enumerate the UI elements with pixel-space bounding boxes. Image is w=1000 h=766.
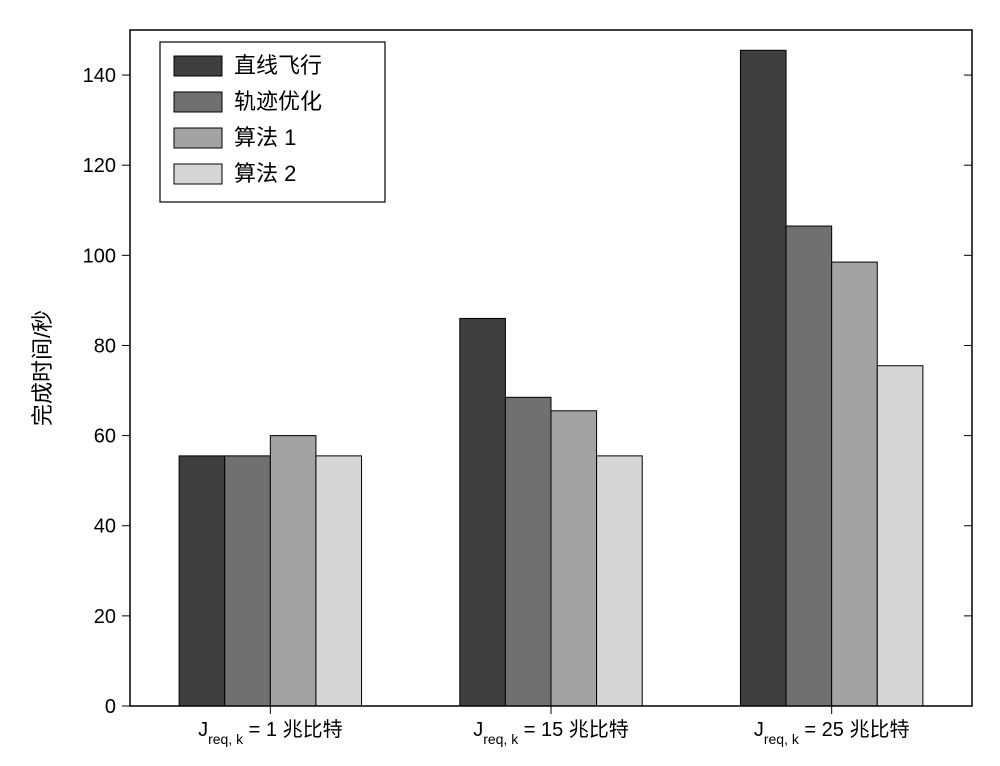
chart-container: 0 20 40 60 80 100 120 140 Jreq, k = 1 兆比特 Jreq, k… (0, 0, 1000, 766)
bar (740, 50, 786, 706)
bar-chart: 0 20 40 60 80 100 120 140 Jreq, k = 1 兆比特 Jreq, k… (0, 0, 1000, 766)
legend-swatch (174, 128, 222, 148)
svg-text:60: 60 (94, 426, 116, 448)
svg-text:0: 0 (105, 696, 116, 718)
legend-label: 轨迹优化 (234, 89, 322, 114)
bar (551, 411, 597, 706)
x-group-label: Jreq, k = 1 兆比特 (198, 718, 343, 747)
legend-label: 算法 2 (234, 161, 296, 186)
y-axis-label: 完成时间/秒 (30, 310, 55, 426)
legend-swatch (174, 56, 222, 76)
bar (316, 456, 362, 706)
svg-text:140: 140 (83, 65, 116, 87)
x-group-label: Jreq, k = 25 兆比特 (754, 718, 910, 747)
legend-swatch (174, 92, 222, 112)
legend-label: 算法 1 (234, 125, 296, 150)
svg-text:20: 20 (94, 606, 116, 628)
bar (179, 456, 225, 706)
legend-swatch (174, 164, 222, 184)
svg-text:40: 40 (94, 516, 116, 538)
bar (597, 456, 643, 706)
bar (786, 226, 832, 706)
legend-label: 直线飞行 (234, 53, 322, 78)
bar (877, 366, 923, 706)
x-group-label: Jreq, k = 15 兆比特 (473, 718, 629, 747)
bar (270, 436, 316, 706)
bar (225, 456, 271, 706)
svg-text:120: 120 (83, 155, 116, 177)
svg-text:80: 80 (94, 335, 116, 357)
bar (505, 397, 551, 706)
bar (460, 318, 506, 706)
svg-text:100: 100 (83, 245, 116, 267)
bar (832, 262, 878, 706)
